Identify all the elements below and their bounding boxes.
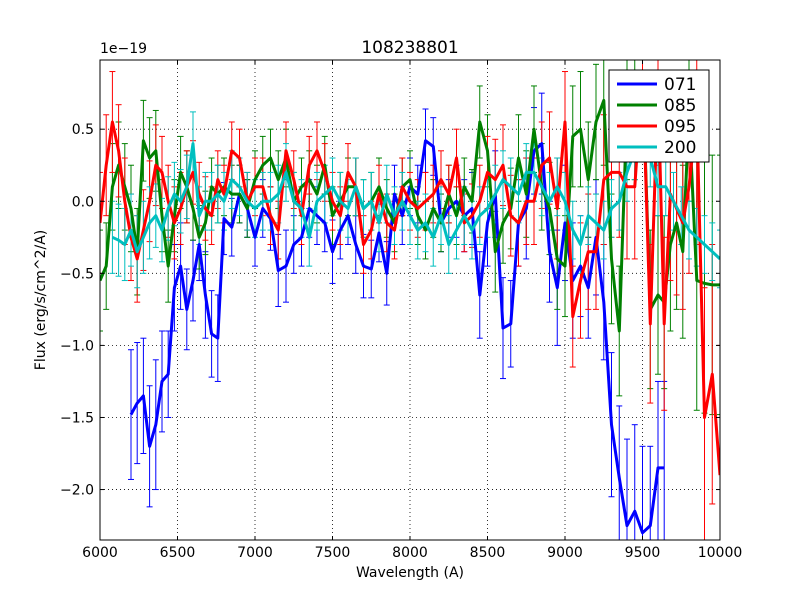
chart-title: 108238801 bbox=[361, 38, 458, 58]
y-tick-label: −1.5 bbox=[60, 410, 94, 426]
x-tick-label: 8500 bbox=[470, 545, 506, 561]
y-scale-offset-label: 1e−19 bbox=[100, 41, 147, 57]
y-axis-label: Flux (erg/s/cm^2/A) bbox=[33, 230, 49, 370]
x-tick-label: 8000 bbox=[392, 545, 428, 561]
legend-label-095: 095 bbox=[664, 117, 696, 137]
y-tick-label: 0.0 bbox=[72, 194, 94, 210]
series-lines bbox=[100, 70, 720, 535]
y-tick-label: 0.5 bbox=[72, 122, 94, 138]
legend-label-200: 200 bbox=[664, 138, 696, 158]
x-tick-label: 9500 bbox=[625, 545, 661, 561]
x-tick-label: 7500 bbox=[315, 545, 351, 561]
y-tick-label: −2.0 bbox=[60, 483, 94, 499]
axis-ticks: 6000 6500 7000 7500 8000 8500 9000 9500 10000 −2.… bbox=[60, 60, 742, 561]
legend-label-085: 085 bbox=[664, 96, 696, 116]
x-tick-label: 6000 bbox=[82, 545, 118, 561]
x-tick-label: 7000 bbox=[237, 545, 273, 561]
y-tick-label: −0.5 bbox=[60, 266, 94, 282]
series-line-200 bbox=[111, 127, 720, 260]
y-tick-label: −1.0 bbox=[60, 338, 94, 354]
x-tick-label: 6500 bbox=[160, 545, 196, 561]
x-tick-label: 10000 bbox=[698, 545, 743, 561]
x-tick-label: 9000 bbox=[547, 545, 583, 561]
x-axis-label: Wavelength (A) bbox=[356, 565, 464, 581]
legend-label-071: 071 bbox=[664, 75, 696, 95]
